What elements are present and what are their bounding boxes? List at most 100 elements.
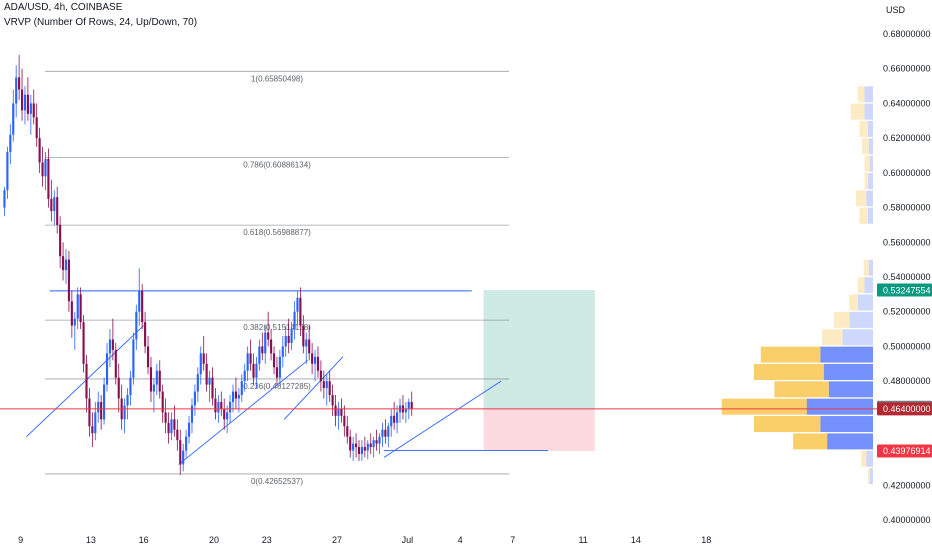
candle-body: [146, 346, 150, 368]
volume-row-up: [820, 416, 873, 433]
candle-body: [29, 103, 32, 114]
candle-body: [237, 395, 240, 399]
volume-row-up: [806, 398, 873, 415]
candle-body: [337, 408, 340, 416]
candle-body: [272, 353, 276, 368]
time-tick-label: 7: [510, 535, 515, 545]
candle-body: [243, 370, 246, 382]
candle-body: [270, 339, 273, 354]
price-tag-label: 0.46400000: [883, 404, 931, 414]
candle-body: [123, 405, 126, 420]
candle-body: [108, 339, 112, 354]
price-tick-label: 0.54000000: [883, 272, 931, 282]
loss-zone[interactable]: [483, 408, 595, 451]
candle-body: [190, 405, 194, 423]
candle-body: [331, 395, 334, 406]
volume-row-up: [857, 294, 873, 311]
time-tick-label: 11: [578, 535, 587, 545]
candle-body: [199, 353, 202, 375]
candle-body: [126, 395, 129, 406]
candle-body: [12, 103, 15, 135]
candle-body: [94, 412, 97, 434]
candle-body: [187, 422, 191, 437]
candle-body: [44, 158, 47, 177]
candle-body: [82, 322, 85, 364]
volume-row-up: [827, 433, 873, 450]
candle-body: [64, 259, 68, 271]
volume-row-down: [861, 138, 869, 155]
candle-body: [132, 339, 135, 378]
volume-row-up: [867, 120, 873, 137]
candle-body: [349, 436, 352, 451]
candle-body: [319, 370, 322, 382]
candle-body: [85, 363, 88, 399]
candle-body: [311, 353, 314, 364]
volume-row-down: [864, 155, 870, 172]
candle-body: [211, 377, 214, 399]
time-tick-label: 13: [86, 535, 96, 545]
profit-zone[interactable]: [483, 290, 595, 409]
time-tick-label: Jul: [402, 535, 414, 545]
volume-row-down: [856, 190, 867, 207]
price-tick-label: 0.52000000: [883, 307, 931, 317]
candle-body: [76, 294, 79, 319]
candle-body: [246, 353, 249, 371]
candle-body: [129, 377, 132, 396]
candle-body: [105, 353, 109, 385]
price-axis[interactable]: USD 0.68000000 0.66000000 0.64000000 0.6200…: [877, 0, 932, 530]
candle-body: [62, 256, 65, 271]
candle-body: [234, 391, 237, 399]
candle-body: [302, 325, 305, 347]
candle-body: [223, 408, 226, 420]
candle-body: [59, 224, 62, 257]
indicator-label[interactable]: VRVP (Number Of Rows, 24, Up/Down, 70): [4, 17, 198, 28]
price-tick-label: 0.68000000: [883, 29, 931, 39]
candle-body: [32, 103, 35, 118]
volume-row-down: [760, 346, 821, 363]
candle-body: [363, 447, 366, 451]
candle-body: [179, 440, 182, 465]
volume-row-down: [859, 120, 868, 137]
candle-body: [396, 412, 399, 423]
volume-row-up: [867, 207, 873, 224]
price-tick-label: 0.48000000: [883, 376, 931, 386]
price-tag-label: 0.53247554: [883, 285, 931, 295]
candles: [3, 54, 413, 475]
volume-row-down: [850, 103, 865, 120]
candle-body: [164, 412, 167, 423]
price-tag-box: [877, 444, 932, 458]
volume-row-up: [828, 381, 873, 398]
candle-body: [375, 440, 378, 444]
time-axis[interactable]: 9 13 16 20 23 27 Jul 4 7 11 14 18: [0, 530, 932, 550]
candle-body: [152, 384, 155, 392]
candle-body: [20, 89, 24, 111]
candle-body: [70, 301, 73, 326]
currency-label: USD: [886, 5, 906, 15]
volume-row-up: [869, 155, 873, 172]
candle-body: [176, 429, 179, 441]
trend-line[interactable]: [26, 325, 144, 438]
candle-body: [267, 332, 270, 340]
candle-body: [47, 158, 50, 199]
candle-body: [352, 443, 355, 451]
fib-retracement[interactable]: 1(0.65850498) 0.786(0.60886134) 0.618(0.56…: [45, 70, 509, 486]
candle-body: [6, 152, 9, 191]
candle-body: [111, 339, 114, 350]
time-axis-background: [0, 530, 932, 550]
candle-body: [381, 429, 384, 437]
candle-body: [290, 329, 293, 343]
drawing-lines[interactable]: [26, 290, 548, 465]
candle-body: [226, 412, 229, 420]
volume-row-up: [820, 346, 873, 363]
volume-row-down: [867, 468, 870, 485]
candle-body: [240, 381, 243, 396]
time-tick-label: 18: [701, 535, 711, 545]
trend-line[interactable]: [383, 380, 502, 458]
candle-body: [50, 198, 53, 212]
trend-line[interactable]: [178, 359, 309, 465]
candle-body: [53, 197, 56, 212]
candle-body: [366, 443, 369, 451]
candle-body: [390, 415, 393, 427]
time-tick-label: 14: [631, 535, 641, 545]
